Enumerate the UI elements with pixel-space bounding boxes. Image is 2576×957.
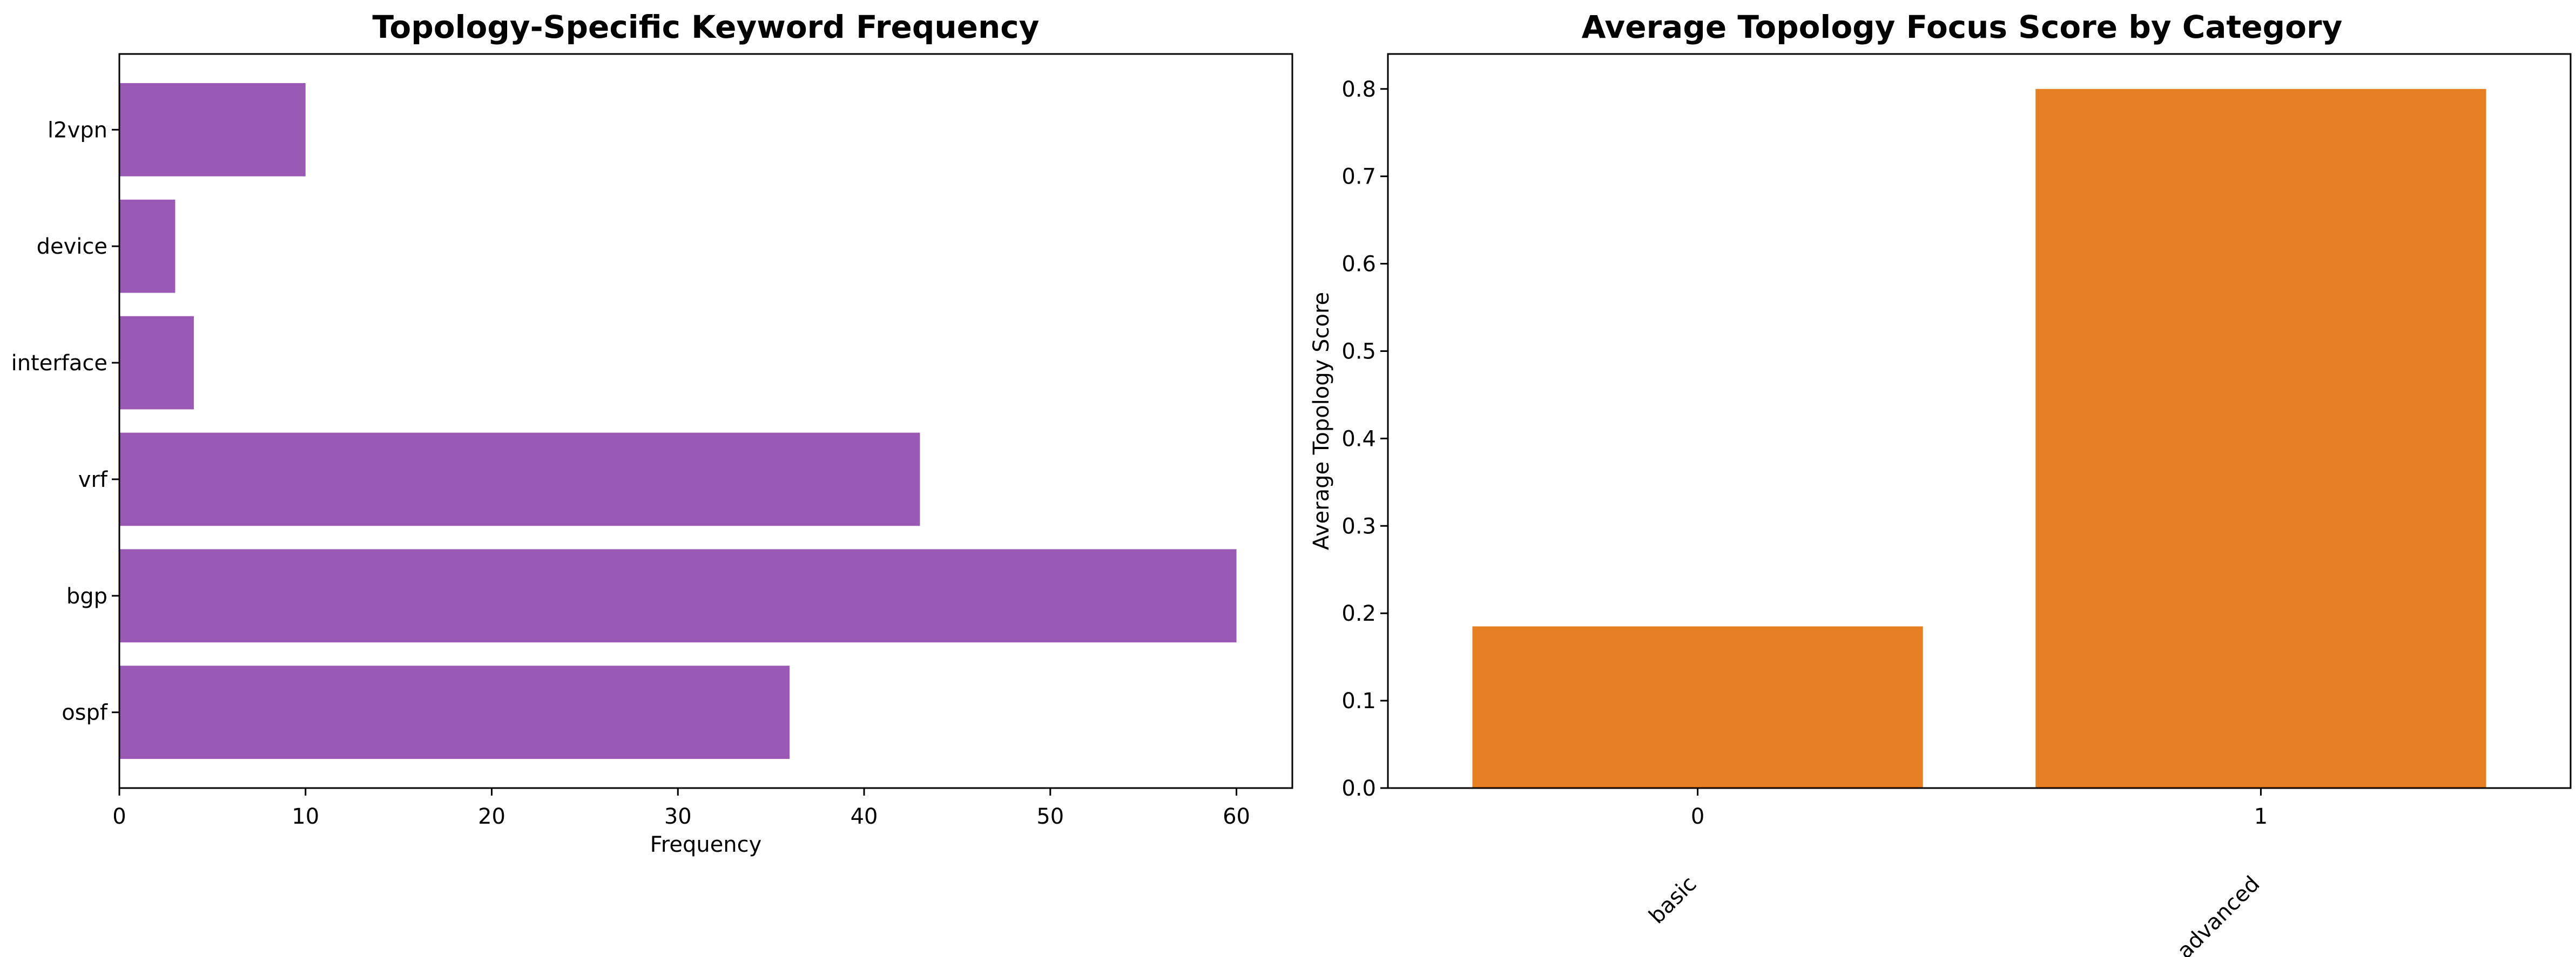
category-label: advanced xyxy=(2173,872,2265,957)
bar-series xyxy=(1472,89,2486,788)
x-axis-ticks: 0 10 20 30 40 50 60 xyxy=(112,788,1250,829)
bar-series xyxy=(119,83,1237,759)
bar-bgp xyxy=(119,549,1237,643)
y-tick-label: 0.6 xyxy=(1341,252,1376,277)
x-tick-label: 50 xyxy=(1036,804,1064,829)
x-tick-label: 60 xyxy=(1223,804,1250,829)
keyword-frequency-chart: Topology-Specific Keyword Frequency 0 10 2… xyxy=(11,9,1293,857)
y-tick-label: 0.5 xyxy=(1341,339,1376,364)
x-tick-label: 0 xyxy=(112,804,126,829)
chart-title: Average Topology Focus Score by Category xyxy=(1582,9,2343,45)
y-tick-label: 0.1 xyxy=(1341,689,1376,714)
bar-l2vpn xyxy=(119,83,306,177)
bar-basic xyxy=(1472,626,1923,788)
x-axis-label: Frequency xyxy=(650,832,762,857)
y-tick-label: 0.7 xyxy=(1341,165,1376,189)
topology-score-chart: Average Topology Focus Score by Category… xyxy=(1309,9,2572,957)
x-tick-label: 40 xyxy=(851,804,878,829)
y-tick-label: 0.2 xyxy=(1341,601,1376,626)
x-tick-label: 1 xyxy=(2254,804,2268,829)
y-tick-label: 0.3 xyxy=(1341,514,1376,539)
bar-advanced xyxy=(2035,89,2486,788)
y-axis-ticks: ospf bgp vrf interface device l2vpn xyxy=(11,118,119,725)
y-tick-label: bgp xyxy=(66,584,107,609)
x-tick-label: 10 xyxy=(292,804,319,829)
y-tick-label: 0.0 xyxy=(1341,776,1376,801)
category-labels: basic advanced xyxy=(1644,872,2265,957)
plot-frame xyxy=(1387,53,2572,789)
y-tick-label: 0.8 xyxy=(1341,77,1376,102)
y-axis-ticks: 0.0 0.1 0.2 0.3 0.4 0.5 0.6 0.7 0.8 xyxy=(1341,77,1388,801)
bar-ospf xyxy=(119,666,790,759)
category-label: basic xyxy=(1644,872,1702,929)
y-tick-label: vrf xyxy=(78,467,108,492)
bar-vrf xyxy=(119,432,920,526)
y-tick-label: interface xyxy=(11,351,107,376)
x-tick-label: 0 xyxy=(1691,804,1704,829)
bar-device xyxy=(119,199,176,293)
bar-interface xyxy=(119,316,194,410)
x-tick-label: 30 xyxy=(664,804,692,829)
x-tick-label: 20 xyxy=(478,804,505,829)
plot-frame xyxy=(118,53,1293,789)
y-tick-label: device xyxy=(37,234,107,259)
y-tick-label: 0.4 xyxy=(1341,426,1376,451)
y-tick-label: l2vpn xyxy=(48,118,107,142)
y-tick-label: ospf xyxy=(62,701,108,725)
chart-title: Topology-Specific Keyword Frequency xyxy=(373,9,1040,45)
y-axis-label: Average Topology Score xyxy=(1309,292,1334,550)
